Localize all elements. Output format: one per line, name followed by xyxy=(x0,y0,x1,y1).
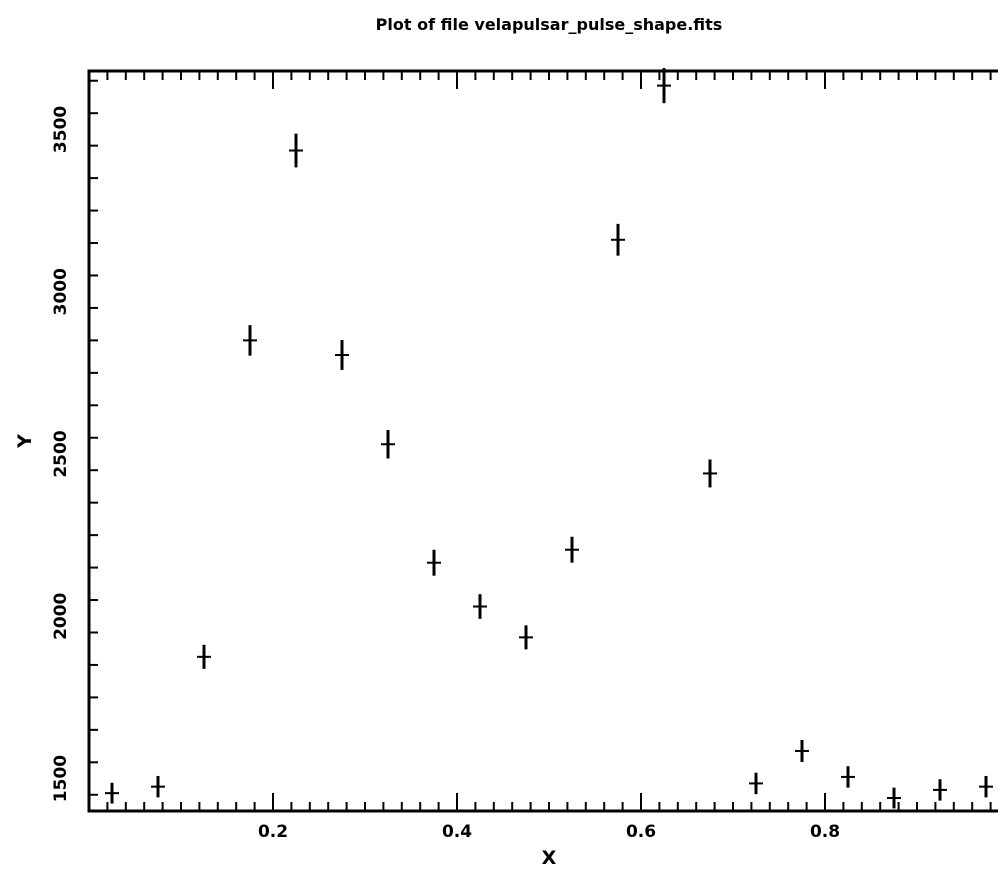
chart-title: Plot of file velapulsar_pulse_shape.fits xyxy=(376,15,723,34)
x-tick-label: 0.2 xyxy=(258,822,288,842)
y-tick-label: 3500 xyxy=(51,106,71,153)
data-point xyxy=(565,536,579,563)
data-points xyxy=(105,68,993,809)
data-point xyxy=(151,775,165,798)
data-point xyxy=(473,594,487,619)
data-point xyxy=(657,68,671,104)
data-point xyxy=(749,772,763,795)
y-tick-label: 2000 xyxy=(51,592,71,639)
data-point xyxy=(335,340,349,370)
data-point xyxy=(979,775,993,798)
y-tick-label: 2500 xyxy=(51,430,71,477)
y-axis-label: Y xyxy=(14,434,36,449)
x-tick-label: 0.4 xyxy=(442,822,472,842)
plot-frame xyxy=(87,69,998,813)
y-tick-label: 3000 xyxy=(51,268,71,315)
axis-ticks xyxy=(89,71,992,811)
data-point xyxy=(427,549,441,576)
x-tick-label: 0.8 xyxy=(810,822,840,842)
x-tick-label: 0.6 xyxy=(626,822,656,842)
data-point xyxy=(197,644,211,669)
data-point xyxy=(243,325,257,356)
data-point xyxy=(841,766,855,788)
data-point xyxy=(611,223,625,256)
tick-labels: 0.2 0.4 0.6 0.8 1500 2000 2500 3000 3500 xyxy=(51,106,840,842)
data-point xyxy=(703,459,717,488)
data-point xyxy=(289,133,303,168)
data-point xyxy=(519,625,533,650)
y-tick-label: 1500 xyxy=(51,755,71,802)
data-point xyxy=(887,787,901,809)
data-point xyxy=(933,779,947,801)
x-axis-label: X xyxy=(542,847,557,869)
data-point xyxy=(795,739,809,762)
data-point xyxy=(105,782,119,804)
data-point xyxy=(381,429,395,459)
